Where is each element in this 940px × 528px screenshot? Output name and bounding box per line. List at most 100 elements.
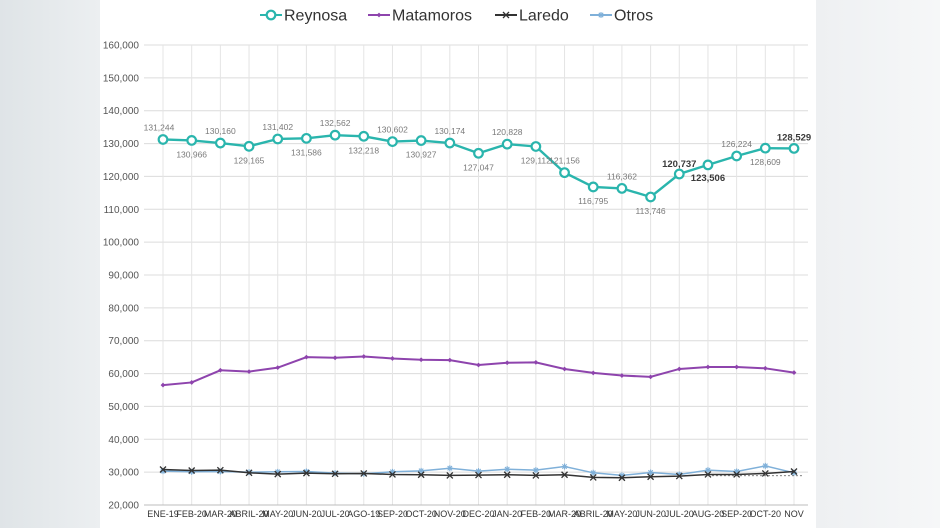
y-tick-label: 120,000 (103, 172, 140, 183)
data-point-matamoros (791, 370, 797, 375)
data-label-reynosa: 131,244 (144, 122, 175, 132)
data-point-otros (733, 468, 740, 475)
data-label-reynosa: 130,602 (377, 125, 408, 135)
legend-item-reynosa: Reynosa (260, 8, 347, 25)
data-label-reynosa: 130,927 (406, 150, 437, 160)
data-point-otros (418, 467, 425, 474)
data-point-laredo (675, 472, 683, 480)
data-label-reynosa: 132,218 (348, 145, 379, 155)
data-point-otros (647, 469, 654, 476)
data-label-reynosa: 130,160 (205, 126, 236, 136)
data-point-reynosa (616, 182, 628, 194)
y-tick-label: 140,000 (103, 106, 140, 117)
y-tick-label: 40,000 (108, 435, 139, 446)
x-tick-label: JAN-20 (492, 509, 522, 519)
data-point-reynosa (702, 159, 714, 171)
x-tick-label: SEP-20 (721, 509, 752, 519)
data-point-matamoros (361, 354, 367, 359)
y-tick-label: 30,000 (108, 468, 139, 479)
data-point-reynosa (673, 168, 685, 180)
x-tick-label: MAY-20 (606, 509, 637, 519)
data-point-reynosa (272, 133, 284, 145)
data-point-matamoros (590, 370, 596, 376)
data-point-reynosa (358, 130, 370, 142)
data-label-reynosa: 120,828 (492, 127, 523, 137)
grid (144, 44, 808, 506)
background-right-panel (816, 0, 940, 528)
x-tick-label: MAR-20 (204, 509, 237, 519)
data-point-matamoros (762, 365, 768, 371)
x-tick-label: SEP-20 (377, 509, 408, 519)
data-label-reynosa: 131,586 (291, 147, 322, 157)
series-group (157, 129, 802, 482)
data-point-laredo (618, 474, 626, 482)
data-point-reynosa (788, 143, 800, 154)
data-point-otros (446, 465, 453, 472)
data-point-laredo (159, 466, 167, 473)
series-matamoros (160, 354, 797, 388)
data-point-reynosa (587, 181, 599, 193)
data-point-matamoros (734, 364, 740, 370)
series-otros (160, 462, 797, 479)
data-point-laredo (761, 469, 769, 477)
data-point-laredo (188, 467, 196, 474)
data-label-reynosa: 129,165 (234, 155, 265, 165)
legend-item-otros: Otros (590, 8, 653, 25)
data-label-reynosa: 116,362 (607, 171, 637, 181)
data-point-laredo (503, 471, 511, 479)
x-tick-label: JUN-20 (635, 509, 666, 519)
y-tick-label: 80,000 (108, 303, 139, 314)
data-point-laredo (589, 473, 597, 481)
data-label-reynosa: 130,966 (176, 149, 207, 159)
x-tick-label: ENE-19 (147, 509, 179, 519)
x-tick-label: ABRIL-20 (574, 509, 613, 519)
y-tick-label: 90,000 (108, 271, 139, 282)
data-label-reynosa: 120,737 (662, 159, 696, 170)
data-point-matamoros (476, 362, 481, 368)
data-point-laredo (704, 470, 712, 478)
y-tick-label: 70,000 (108, 336, 139, 347)
data-point-matamoros (275, 365, 281, 371)
data-point-otros (590, 469, 597, 476)
line-chart: Reynosa Matamoros Laredo Otros 20,000 30,000… (103, 8, 812, 520)
series-laredo (159, 466, 798, 482)
x-tick-label: MAY-20 (262, 509, 293, 519)
y-tick-label: 20,000 (108, 501, 139, 512)
legend-label: Laredo (519, 8, 569, 25)
x-tick-label: OCT-20 (750, 509, 782, 519)
data-point-laredo (790, 468, 798, 475)
data-point-otros (676, 471, 683, 478)
data-point-laredo (245, 469, 253, 477)
data-label-reynosa: 130,174 (434, 126, 465, 136)
data-point-reynosa (157, 134, 169, 145)
legend-marker-reynosa (265, 9, 277, 21)
data-point-matamoros (418, 357, 424, 363)
data-point-matamoros (533, 360, 539, 365)
data-label-reynosa: 113,746 (636, 206, 666, 216)
data-label-reynosa: 128,609 (750, 157, 781, 167)
legend-marker-matamoros (376, 12, 382, 18)
data-point-reynosa (559, 167, 570, 179)
data-point-matamoros (504, 360, 510, 366)
data-point-laredo (475, 471, 482, 479)
data-point-laredo (417, 471, 425, 479)
data-point-reynosa (415, 135, 427, 146)
data-point-laredo (216, 466, 224, 474)
x-tick-label: NOV (784, 509, 804, 519)
x-tick-label: JUL-20 (665, 509, 694, 519)
data-point-matamoros (390, 356, 395, 361)
legend-item-matamoros: Matamoros (368, 8, 472, 25)
x-tick-label: FEB-20 (176, 509, 207, 519)
x-tick-label: DEC-20 (462, 509, 494, 519)
legend-label: Matamoros (392, 8, 472, 25)
x-tick-label: OCT-20 (405, 509, 437, 519)
x-tick-label: FEB-20 (521, 509, 552, 519)
data-label-reynosa: 116,795 (578, 196, 608, 206)
legend-marker-otros (598, 12, 604, 18)
data-point-otros (762, 462, 769, 469)
chart-card: Reynosa Matamoros Laredo Otros 20,000 30,000… (100, 0, 816, 528)
y-tick-label: 160,000 (103, 41, 140, 52)
data-label-reynosa: 131,402 (262, 122, 293, 132)
data-point-otros (791, 469, 797, 476)
data-labels: 131,244 130,966 130,160 129,165 131,402 131,5… (144, 118, 812, 216)
